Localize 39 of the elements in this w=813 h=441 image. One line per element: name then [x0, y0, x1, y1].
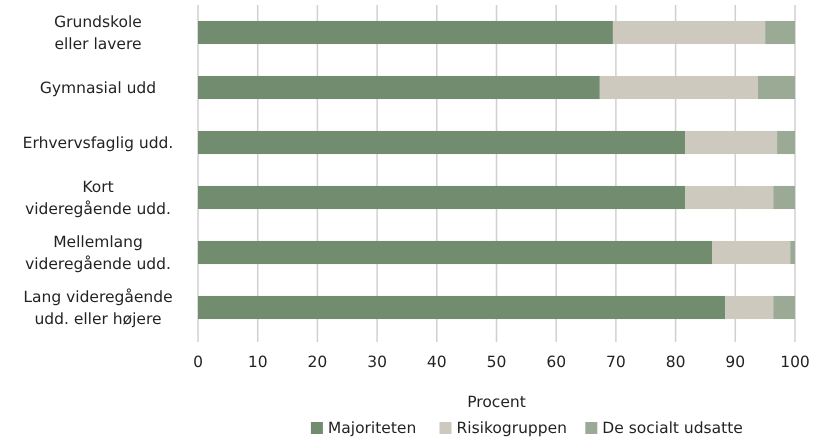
- bar: [198, 130, 686, 154]
- legend-label: Majoriteten: [328, 419, 416, 437]
- y-tick-label: Grundskole eller lavere: [54, 12, 142, 53]
- bar: [198, 296, 726, 320]
- y-tick-label: Lang videregående udd. eller højere: [23, 288, 173, 328]
- y-tick-label: Kort videregående udd.: [25, 178, 171, 218]
- legend-label: De socialt udsatte: [602, 419, 743, 437]
- x-tick-label: 60: [546, 353, 566, 371]
- x-tick-label: 80: [666, 353, 686, 371]
- legend-label: Risikogruppen: [456, 419, 567, 437]
- y-tick-label: Gymnasial udd: [40, 78, 156, 97]
- x-tick-label: 70: [606, 353, 626, 371]
- x-tick-label: 10: [248, 353, 268, 371]
- x-tick-label: 90: [725, 353, 746, 371]
- bar: [198, 240, 712, 264]
- bar: [685, 186, 774, 210]
- x-axis-title: Procent: [467, 393, 526, 411]
- x-tick-label: 0: [193, 353, 203, 371]
- bar: [725, 296, 774, 320]
- x-tick-label: 100: [780, 353, 810, 371]
- bar: [758, 76, 795, 100]
- bar: [774, 296, 795, 320]
- bar: [198, 186, 686, 210]
- x-tick-label: 40: [426, 353, 447, 371]
- bar: [712, 240, 790, 264]
- bar: [765, 20, 795, 44]
- x-tick-label: 50: [486, 353, 506, 371]
- y-tick-label: Erhvervsfaglig udd.: [22, 134, 174, 152]
- bar: [612, 20, 766, 44]
- bar: [777, 130, 795, 154]
- x-tick-label: 20: [308, 353, 328, 371]
- bar: [198, 76, 600, 100]
- bar: [600, 76, 758, 100]
- bar: [685, 130, 778, 154]
- bar: [790, 240, 795, 264]
- y-tick-label: Mellemlang videregående udd.: [25, 232, 171, 273]
- bar: [774, 186, 795, 210]
- bar: [198, 20, 613, 44]
- x-tick-label: 30: [367, 353, 387, 371]
